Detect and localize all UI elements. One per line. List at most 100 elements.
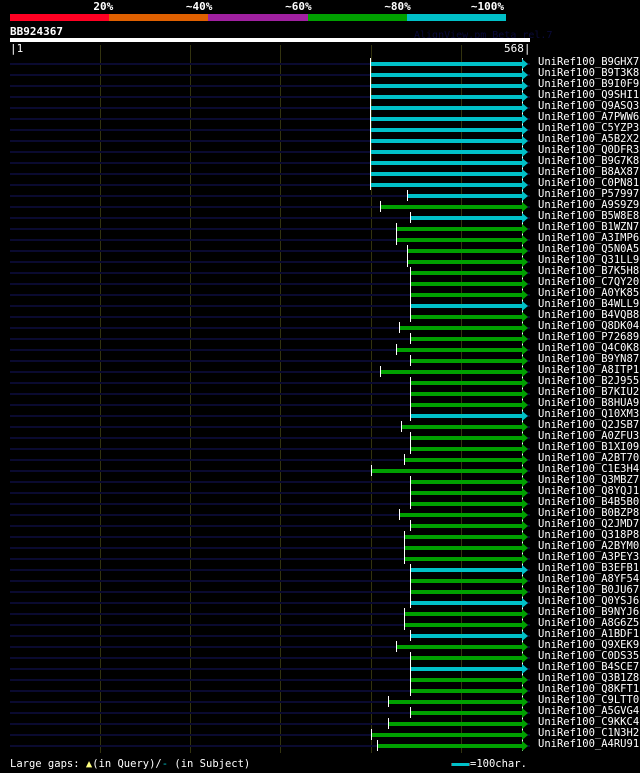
hit-row[interactable]: UniRef100_Q9SHI1 bbox=[0, 89, 640, 102]
hit-row[interactable]: UniRef100_Q10XM3 bbox=[0, 408, 640, 421]
hit-label[interactable]: UniRef100_Q9XEK9 bbox=[538, 639, 640, 651]
alignment-bar[interactable] bbox=[410, 689, 522, 693]
hit-row[interactable]: UniRef100_B9YN87 bbox=[0, 353, 640, 366]
hit-row[interactable]: UniRef100_A2BT70 bbox=[0, 452, 640, 465]
hit-row[interactable]: UniRef100_A8YF54 bbox=[0, 573, 640, 586]
alignment-bar[interactable] bbox=[396, 348, 522, 352]
hit-label[interactable]: UniRef100_A1BDF1 bbox=[538, 628, 640, 640]
hit-row[interactable]: UniRef100_B4WLL9 bbox=[0, 298, 640, 311]
alignment-bar[interactable] bbox=[410, 337, 522, 341]
hit-label[interactable]: UniRef100_Q2JSB7 bbox=[538, 419, 640, 431]
hit-label[interactable]: UniRef100_B8HUA9 bbox=[538, 397, 640, 409]
hit-row[interactable]: UniRef100_Q2JMD7 bbox=[0, 518, 640, 531]
hit-label[interactable]: UniRef100_A4RU91 bbox=[538, 738, 640, 750]
hit-label[interactable]: UniRef100_Q3MBZ7 bbox=[538, 474, 640, 486]
alignment-bar[interactable] bbox=[407, 249, 522, 253]
alignment-bar[interactable] bbox=[370, 139, 522, 143]
alignment-bar[interactable] bbox=[410, 491, 522, 495]
hit-label[interactable]: UniRef100_C5YZP3 bbox=[538, 122, 640, 134]
alignment-bar[interactable] bbox=[410, 293, 522, 297]
hit-row[interactable]: UniRef100_Q31LL9 bbox=[0, 254, 640, 267]
hit-row[interactable]: UniRef100_Q8DK04 bbox=[0, 320, 640, 333]
hit-row[interactable]: UniRef100_A5B2X2 bbox=[0, 133, 640, 146]
hit-label[interactable]: UniRef100_B9NYJ6 bbox=[538, 606, 640, 618]
hit-row[interactable]: UniRef100_B7KIU2 bbox=[0, 386, 640, 399]
hit-row[interactable]: UniRef100_B7K5H8 bbox=[0, 265, 640, 278]
alignment-bar[interactable] bbox=[370, 73, 522, 77]
alignment-bar[interactable] bbox=[371, 733, 522, 737]
hit-row[interactable]: UniRef100_B4SCE7 bbox=[0, 661, 640, 674]
hit-row[interactable]: UniRef100_A7PWW6 bbox=[0, 111, 640, 124]
hit-label[interactable]: UniRef100_B3EFB1 bbox=[538, 562, 640, 574]
hit-row[interactable]: UniRef100_B3EFB1 bbox=[0, 562, 640, 575]
hit-row[interactable]: UniRef100_A1BDF1 bbox=[0, 628, 640, 641]
alignment-bar[interactable] bbox=[370, 128, 522, 132]
hit-label[interactable]: UniRef100_Q31LL9 bbox=[538, 254, 640, 266]
alignment-bar[interactable] bbox=[388, 700, 522, 704]
hit-label[interactable]: UniRef100_B9T3K8 bbox=[538, 67, 640, 79]
hit-row[interactable]: UniRef100_Q0YSJ6 bbox=[0, 595, 640, 608]
alignment-bar[interactable] bbox=[410, 656, 522, 660]
hit-label[interactable]: UniRef100_A8YF54 bbox=[538, 573, 640, 585]
alignment-bar[interactable] bbox=[410, 524, 522, 528]
alignment-bar[interactable] bbox=[380, 370, 522, 374]
alignment-bar[interactable] bbox=[410, 634, 522, 638]
alignment-bar[interactable] bbox=[370, 84, 522, 88]
hit-row[interactable]: UniRef100_A5GVG4 bbox=[0, 705, 640, 718]
hit-label[interactable]: UniRef100_A7PWW6 bbox=[538, 111, 640, 123]
alignment-bar[interactable] bbox=[410, 216, 522, 220]
hit-row[interactable]: UniRef100_C1N3H2 bbox=[0, 727, 640, 740]
alignment-bar[interactable] bbox=[370, 172, 522, 176]
alignment-bar[interactable] bbox=[407, 260, 522, 264]
alignment-bar[interactable] bbox=[410, 436, 522, 440]
hit-row[interactable]: UniRef100_Q0DFR3 bbox=[0, 144, 640, 157]
alignment-bar[interactable] bbox=[410, 590, 522, 594]
hit-label[interactable]: UniRef100_Q4C0K8 bbox=[538, 342, 640, 354]
hit-label[interactable]: UniRef100_Q9SHI1 bbox=[538, 89, 640, 101]
alignment-bar[interactable] bbox=[410, 502, 522, 506]
alignment-bar[interactable] bbox=[410, 414, 522, 418]
alignment-bar[interactable] bbox=[407, 194, 522, 198]
hit-label[interactable]: UniRef100_B4B5B0 bbox=[538, 496, 640, 508]
hit-row[interactable]: UniRef100_B9I0F9 bbox=[0, 78, 640, 91]
hit-row[interactable]: UniRef100_A2BYM0 bbox=[0, 540, 640, 553]
hit-label[interactable]: UniRef100_Q8DK04 bbox=[538, 320, 640, 332]
hit-label[interactable]: UniRef100_B9G7K8 bbox=[538, 155, 640, 167]
hit-row[interactable]: UniRef100_Q3B1Z8 bbox=[0, 672, 640, 685]
hit-label[interactable]: UniRef100_Q9ASQ3 bbox=[538, 100, 640, 112]
hit-label[interactable]: UniRef100_C1E3H4 bbox=[538, 463, 640, 475]
alignment-bar[interactable] bbox=[404, 535, 522, 539]
alignment-bar[interactable] bbox=[410, 304, 522, 308]
hit-label[interactable]: UniRef100_B8AX87 bbox=[538, 166, 640, 178]
hit-row[interactable]: UniRef100_Q2JSB7 bbox=[0, 419, 640, 432]
alignment-bar[interactable] bbox=[410, 568, 522, 572]
hit-row[interactable]: UniRef100_A4RU91 bbox=[0, 738, 640, 751]
hit-label[interactable]: UniRef100_B2J955 bbox=[538, 375, 640, 387]
alignment-bar[interactable] bbox=[370, 106, 522, 110]
hit-row[interactable]: UniRef100_Q8KFT1 bbox=[0, 683, 640, 696]
alignment-bar[interactable] bbox=[404, 546, 522, 550]
hit-row[interactable]: UniRef100_P57997 bbox=[0, 188, 640, 201]
hit-label[interactable]: UniRef100_C0DS35 bbox=[538, 650, 640, 662]
hit-row[interactable]: UniRef100_B0JU67 bbox=[0, 584, 640, 597]
hit-label[interactable]: UniRef100_A2BT70 bbox=[538, 452, 640, 464]
hit-label[interactable]: UniRef100_A3IMP6 bbox=[538, 232, 640, 244]
alignment-bar[interactable] bbox=[388, 722, 522, 726]
hit-row[interactable]: UniRef100_B0BZP8 bbox=[0, 507, 640, 520]
hit-label[interactable]: UniRef100_C9LTT0 bbox=[538, 694, 640, 706]
alignment-bar[interactable] bbox=[404, 623, 522, 627]
alignment-bar[interactable] bbox=[410, 678, 522, 682]
hit-row[interactable]: UniRef100_B4B5B0 bbox=[0, 496, 640, 509]
hit-row[interactable]: UniRef100_B1XI09 bbox=[0, 441, 640, 454]
alignment-bar[interactable] bbox=[370, 183, 522, 187]
alignment-bar[interactable] bbox=[410, 315, 522, 319]
hit-row[interactable]: UniRef100_C0PN81 bbox=[0, 177, 640, 190]
hit-row[interactable]: UniRef100_A0ZFU3 bbox=[0, 430, 640, 443]
hit-label[interactable]: UniRef100_B9GHX7 bbox=[538, 56, 640, 68]
hit-label[interactable]: UniRef100_B4WLL9 bbox=[538, 298, 640, 310]
alignment-bar[interactable] bbox=[399, 326, 522, 330]
alignment-bar[interactable] bbox=[404, 458, 522, 462]
alignment-bar[interactable] bbox=[410, 579, 522, 583]
alignment-bar[interactable] bbox=[410, 271, 522, 275]
hit-row[interactable]: UniRef100_B9NYJ6 bbox=[0, 606, 640, 619]
